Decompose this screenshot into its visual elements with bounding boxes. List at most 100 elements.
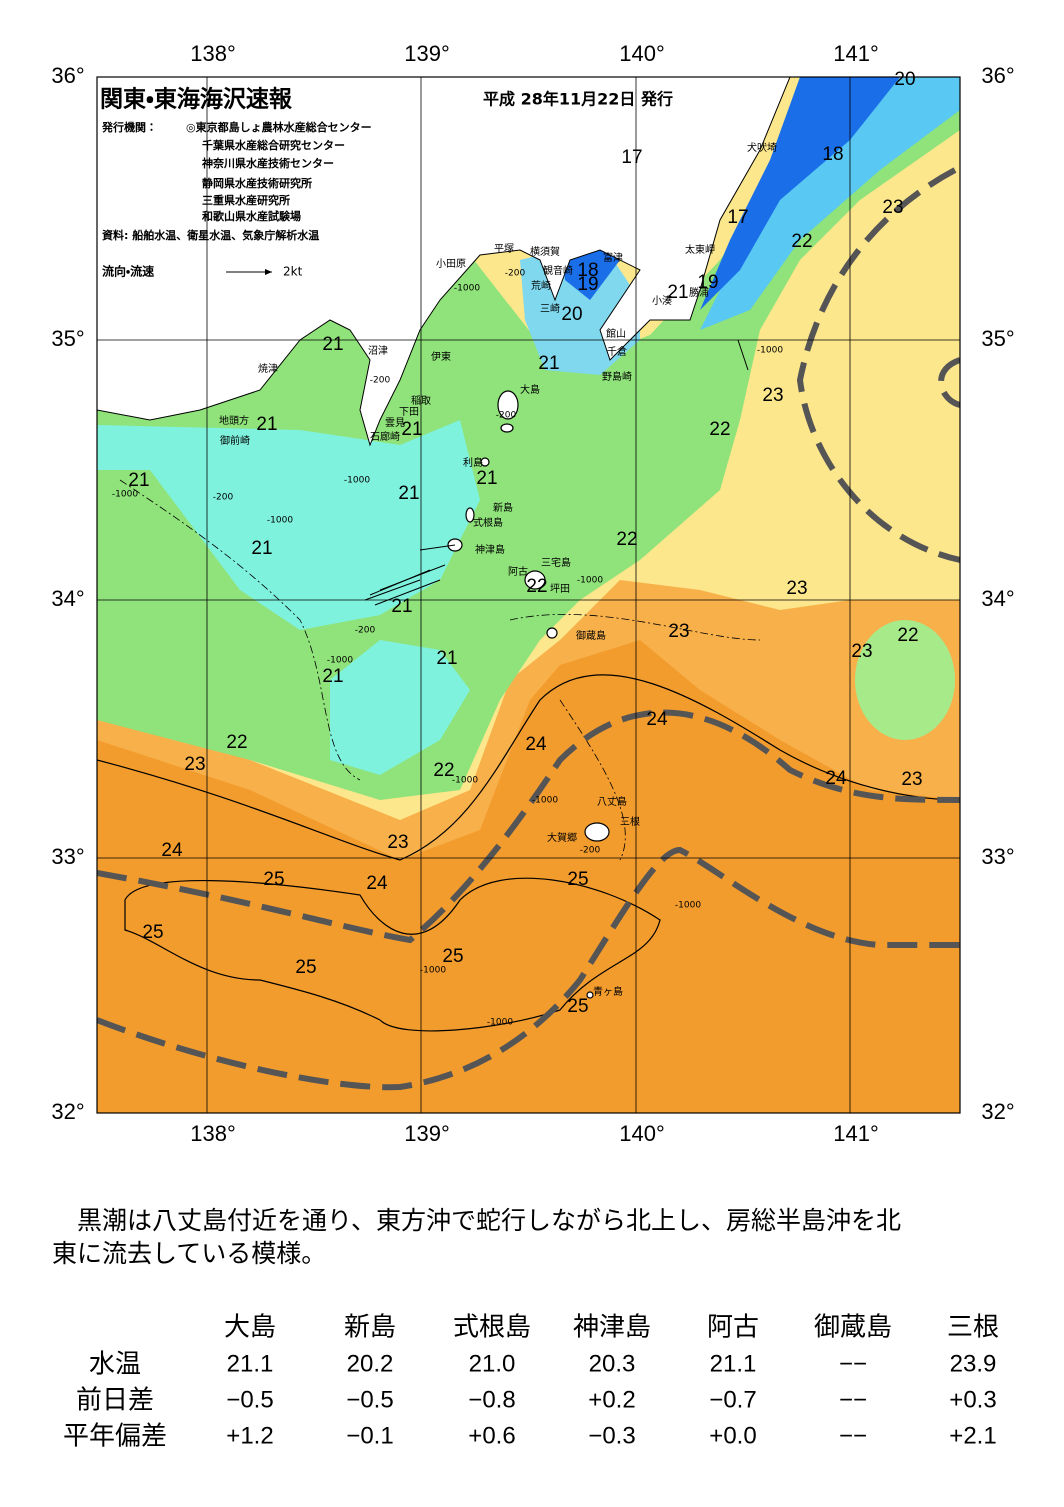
place-name: 平塚 [494, 243, 514, 255]
table-cell: −0.8 [468, 1386, 515, 1413]
kuroshio-axis [938, 357, 960, 408]
map [97, 77, 960, 1113]
isotherm-label: 25 [567, 996, 588, 1017]
isotherm-label: 21 [436, 648, 457, 669]
depth-label: -200 [355, 626, 376, 636]
issuer-label: 発行機関： [101, 120, 157, 134]
lat-label: 35° [981, 326, 1014, 351]
table-cell: −0.5 [346, 1386, 393, 1413]
place-name: 荒崎 [531, 279, 551, 292]
table-header: 三根 [947, 1313, 999, 1343]
contour-25 [124, 877, 661, 1032]
table-cell: +0.0 [709, 1422, 756, 1449]
isotherm-label: 24 [825, 768, 847, 789]
table-cell: 21.1 [227, 1350, 274, 1377]
isotherm-label: 18 [822, 144, 843, 165]
depth-label: -1000 [267, 516, 293, 526]
isotherm-label: 19 [577, 274, 598, 295]
lon-label: 141° [833, 41, 879, 66]
lon-label: 139° [404, 1121, 450, 1146]
isotherm-label: 22 [791, 231, 812, 252]
place-name: 新島 [493, 501, 513, 514]
place-name: 神津島 [475, 543, 505, 556]
lon-label: 138° [190, 41, 236, 66]
lon-label: 140° [619, 41, 665, 66]
depth-label: -1000 [344, 476, 370, 486]
lat-label: 33° [51, 844, 84, 869]
sea-22-eddy [855, 620, 955, 740]
isotherm-label: 23 [668, 621, 689, 642]
isotherm-label: 22 [226, 732, 247, 753]
place-name: 焼津 [258, 363, 278, 375]
isotherm-label: 20 [894, 69, 915, 90]
table-cell: 21.1 [710, 1350, 757, 1377]
isotherm-label: 24 [525, 734, 547, 755]
flow-arrows [364, 339, 749, 606]
issuer: 神奈川県水産技術センター [201, 156, 334, 170]
lat-label: 34° [981, 586, 1014, 611]
depth-label: -1000 [452, 776, 478, 786]
isotherm-label: 17 [727, 207, 748, 228]
table-header: 御蔵島 [814, 1313, 892, 1343]
isotherm-label: 25 [442, 946, 463, 967]
lat-label: 32° [51, 1099, 84, 1124]
lat-label: 35° [51, 326, 84, 351]
place-name: 富津 [603, 251, 623, 264]
isotherm-label: 21 [391, 596, 412, 617]
isotherm-label: 22 [433, 760, 454, 781]
isotherm-label: 20 [561, 304, 582, 325]
issuer: 和歌山県水産試験場 [202, 209, 301, 223]
place-name: 大島 [520, 383, 540, 396]
land [97, 77, 791, 447]
isotherm-label: 21 [667, 282, 688, 303]
table-cell: +2.1 [949, 1422, 996, 1449]
place-name: 阿古 [508, 565, 528, 578]
place-name: 横須賀 [530, 245, 560, 258]
isotherm-label: 23 [786, 578, 807, 599]
table-cell: −0.1 [346, 1422, 393, 1449]
table-cell: 23.9 [950, 1350, 997, 1377]
table-cell: −− [839, 1422, 867, 1449]
depth-label: -200 [370, 376, 391, 386]
place-name: 沼津 [368, 344, 388, 357]
isotherm-label: 24 [366, 873, 388, 894]
table-cell: −0.3 [588, 1422, 635, 1449]
depth-label: -1000 [454, 284, 480, 294]
place-name: 小湊 [652, 294, 672, 307]
isotherm-label: 21 [128, 470, 149, 491]
lon-label: 138° [190, 1121, 236, 1146]
depth-label: -1000 [577, 576, 603, 586]
place-name: 館山 [606, 327, 626, 340]
table-cell: 21.0 [469, 1350, 516, 1377]
lat-label: 36° [981, 63, 1014, 88]
depth-label: -200 [213, 493, 234, 503]
place-name: 観音崎 [543, 264, 573, 277]
issuer: ◎東京都島しょ農林水産総合センター [186, 120, 372, 134]
place-name: 大賀郷 [547, 831, 577, 844]
table-header: 新島 [344, 1313, 396, 1343]
isotherm-label: 24 [161, 840, 183, 861]
isotherm-label: 23 [184, 754, 205, 775]
row-label: 平年偏差 [63, 1422, 167, 1452]
isotherm-label: 25 [263, 869, 284, 890]
map-frame [96, 76, 961, 1114]
place-name: 御前崎 [220, 434, 250, 447]
table-cell: +0.6 [468, 1422, 515, 1449]
table-header: 式根島 [453, 1313, 531, 1343]
place-name: 三宅島 [541, 556, 571, 569]
isotherm-label: 21 [322, 666, 343, 687]
place-name: 三崎 [540, 302, 560, 315]
place-name: 坪田 [550, 582, 570, 595]
depth-label: -1000 [420, 966, 446, 976]
islands [447, 390, 610, 999]
isotherm-label: 21 [322, 334, 343, 355]
issuer: 三重県水産研究所 [202, 193, 290, 207]
lon-label: 139° [404, 41, 450, 66]
depth-label: -1000 [532, 796, 558, 806]
place-name: 御蔵島 [576, 629, 606, 642]
legend-scale: 2kt [283, 265, 303, 279]
table-cell: 20.2 [347, 1350, 394, 1377]
place-name: 勝浦 [689, 286, 709, 299]
isotherm-label: 23 [387, 832, 408, 853]
isotherm-label: 17 [621, 147, 642, 168]
